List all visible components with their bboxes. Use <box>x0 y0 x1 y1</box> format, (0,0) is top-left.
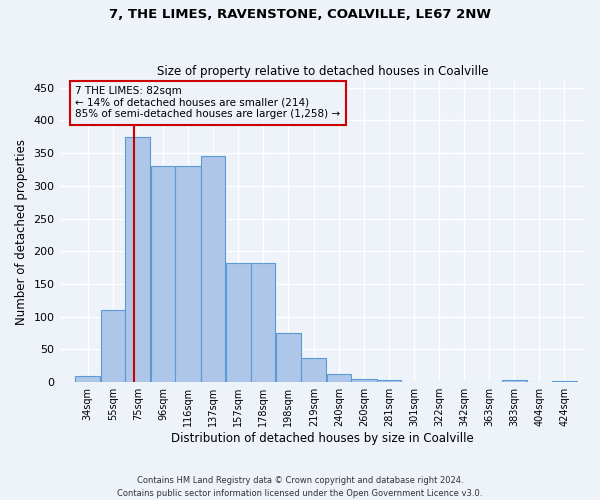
Bar <box>201 156 225 382</box>
Bar <box>502 380 527 382</box>
Title: Size of property relative to detached houses in Coalville: Size of property relative to detached ho… <box>157 66 488 78</box>
Bar <box>151 166 175 382</box>
Bar <box>175 166 200 382</box>
Bar <box>552 381 577 382</box>
Bar <box>251 263 275 382</box>
Text: Contains HM Land Registry data © Crown copyright and database right 2024.
Contai: Contains HM Land Registry data © Crown c… <box>118 476 482 498</box>
Bar <box>301 358 326 382</box>
Y-axis label: Number of detached properties: Number of detached properties <box>15 138 28 324</box>
Text: 7 THE LIMES: 82sqm
← 14% of detached houses are smaller (214)
85% of semi-detach: 7 THE LIMES: 82sqm ← 14% of detached hou… <box>76 86 341 120</box>
Text: 7, THE LIMES, RAVENSTONE, COALVILLE, LE67 2NW: 7, THE LIMES, RAVENSTONE, COALVILLE, LE6… <box>109 8 491 20</box>
Bar <box>226 263 251 382</box>
Bar <box>327 374 351 382</box>
X-axis label: Distribution of detached houses by size in Coalville: Distribution of detached houses by size … <box>171 432 473 445</box>
Bar <box>101 310 125 382</box>
Bar <box>352 379 377 382</box>
Bar <box>377 380 401 382</box>
Bar <box>75 376 100 382</box>
Bar <box>125 136 151 382</box>
Bar <box>275 333 301 382</box>
